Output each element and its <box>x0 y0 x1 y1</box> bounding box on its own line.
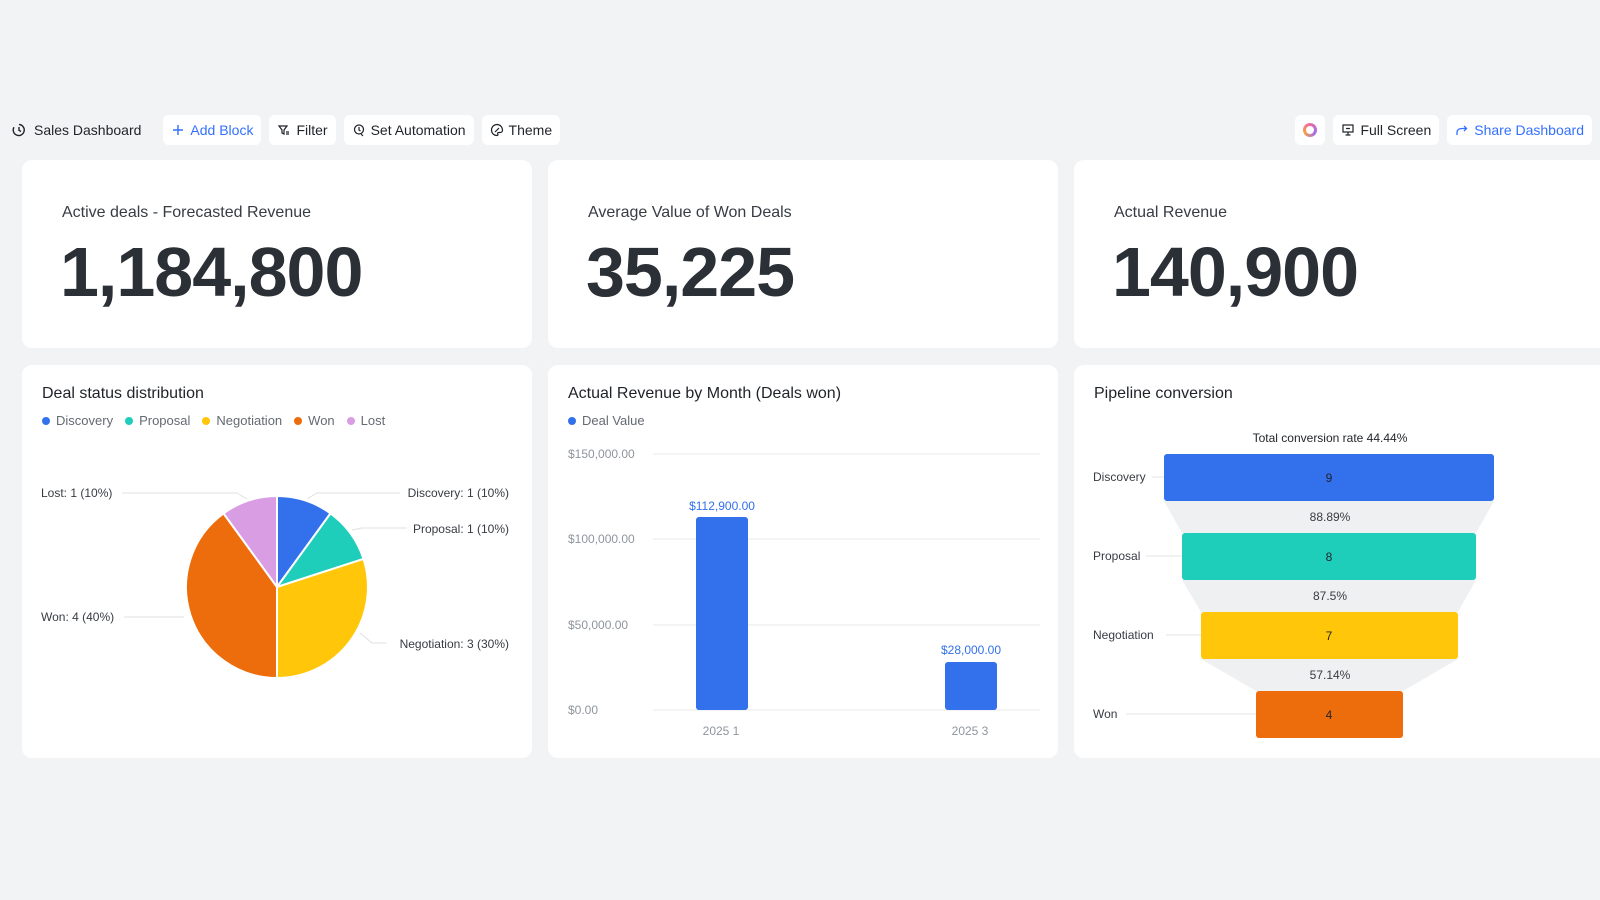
bar-value-label: $28,000.00 <box>941 643 1001 657</box>
legend-dot <box>202 416 211 425</box>
legend-label: Proposal <box>139 413 191 428</box>
theme-label: Theme <box>508 122 553 138</box>
palette-icon <box>490 123 503 137</box>
legend-dot <box>42 416 50 425</box>
y-tick: $0.00 <box>568 703 598 717</box>
funnel-stage-proposal[interactable] <box>1182 533 1476 580</box>
add-block-label: Add Block <box>190 122 254 138</box>
kpi-value: 1,184,800 <box>60 233 363 311</box>
funnel-stage-label: Proposal <box>1093 549 1140 563</box>
bar-legend: Deal Value <box>568 413 645 428</box>
legend-item-negotiation[interactable]: Negotiation <box>202 413 282 428</box>
revenue-by-month-chart-card[interactable]: Actual Revenue by Month (Deals won) Deal… <box>548 365 1058 758</box>
pie-label-proposal: Proposal: 1 (10%) <box>413 522 509 536</box>
funnel-value: 7 <box>1326 629 1333 643</box>
funnel-stage-won[interactable] <box>1256 691 1403 738</box>
add-block-button[interactable]: Add Block <box>163 115 262 145</box>
deal-status-chart-card[interactable]: Deal status distribution Discovery Propo… <box>22 365 532 758</box>
filter-icon <box>278 125 290 135</box>
chart-title: Pipeline conversion <box>1094 385 1233 402</box>
y-tick: $50,000.00 <box>568 618 628 632</box>
funnel-stage-label: Negotiation <box>1093 628 1154 642</box>
dashboard-clock-icon <box>12 123 25 137</box>
legend-dot <box>346 416 355 425</box>
legend-item-deal-value[interactable]: Deal Value <box>568 413 645 428</box>
funnel-value: 8 <box>1326 550 1333 564</box>
dashboard-title: Sales Dashboard <box>12 122 155 138</box>
filter-label: Filter <box>296 122 328 138</box>
pie-label-negotiation: Negotiation: 3 (30%) <box>400 637 509 651</box>
bar-value-label: $112,900.00 <box>689 499 755 513</box>
legend-dot <box>125 416 134 425</box>
share-dashboard-button[interactable]: Share Dashboard <box>1447 115 1592 145</box>
conversion-rate: 88.89% <box>1310 510 1351 524</box>
legend-item-won[interactable]: Won <box>294 413 335 428</box>
y-tick: $100,000.00 <box>568 532 635 546</box>
kpi-label: Actual Revenue <box>1114 204 1227 221</box>
legend-dot <box>294 416 303 425</box>
legend-label: Discovery <box>56 413 114 428</box>
pie-chart: Discovery: 1 (10%) Proposal: 1 (10%) Neg… <box>41 486 509 679</box>
plus-icon <box>173 125 184 135</box>
conversion-rate: 57.14% <box>1310 668 1351 682</box>
funnel-stage-negotiation[interactable] <box>1201 612 1458 659</box>
bar-chart: $150,000.00 $100,000.00 $50,000.00 $0.00… <box>568 447 1040 738</box>
funnel-stage-label: Discovery <box>1093 470 1146 484</box>
share-dashboard-label: Share Dashboard <box>1474 122 1584 138</box>
set-automation-button[interactable]: Set Automation <box>343 115 474 145</box>
total-conversion-rate: Total conversion rate 44.44% <box>1253 431 1408 445</box>
legend-label: Deal Value <box>582 413 645 428</box>
funnel-stage-label: Won <box>1093 707 1117 721</box>
kpi-label: Average Value of Won Deals <box>588 204 792 221</box>
legend-item-proposal[interactable]: Proposal <box>125 413 190 428</box>
ai-assistant-button[interactable] <box>1295 115 1326 145</box>
pie-legend: Discovery Proposal Negotiation Won Lost <box>42 413 385 428</box>
dashboard-title-text: Sales Dashboard <box>34 122 142 138</box>
pie-slice-lost[interactable] <box>222 495 278 588</box>
funnel-value: 9 <box>1326 471 1333 485</box>
x-tick: 2025 1 <box>703 724 740 738</box>
kpi-value: 140,900 <box>1112 233 1359 311</box>
legend-dot <box>568 416 576 425</box>
presentation-icon <box>1342 124 1355 136</box>
share-icon <box>1456 125 1468 135</box>
automation-icon <box>353 124 364 137</box>
legend-label: Negotiation <box>216 413 283 428</box>
conversion-rate: 87.5% <box>1313 589 1347 603</box>
kpi-card-forecasted-revenue[interactable]: Active deals - Forecasted Revenue 1,184,… <box>22 160 532 348</box>
full-screen-label: Full Screen <box>1360 122 1432 138</box>
pipeline-conversion-chart-card[interactable]: Pipeline conversion Total conversion rat… <box>1074 365 1600 758</box>
y-tick: $150,000.00 <box>568 447 635 461</box>
kpi-card-average-won-value[interactable]: Average Value of Won Deals 35,225 <box>548 160 1058 348</box>
funnel-value: 4 <box>1326 708 1333 722</box>
kpi-label: Active deals - Forecasted Revenue <box>62 204 312 221</box>
pie-label-won: Won: 4 (40%) <box>41 610 114 624</box>
funnel-stage-discovery[interactable] <box>1164 454 1494 501</box>
legend-item-lost[interactable]: Lost <box>346 413 386 428</box>
theme-button[interactable]: Theme <box>481 115 561 145</box>
chart-title: Actual Revenue by Month (Deals won) <box>568 385 842 402</box>
dashboard-toolbar: Sales Dashboard Add Block Filter Set Aut… <box>0 114 1600 146</box>
pie-label-discovery: Discovery: 1 (10%) <box>408 486 509 500</box>
pie-slice-negotiation[interactable] <box>276 557 369 679</box>
funnel-chart: Total conversion rate 44.44% 88.89% 87.5… <box>1093 431 1494 738</box>
bar-2025-1[interactable] <box>696 517 748 710</box>
bar-2025-3[interactable] <box>945 662 997 710</box>
legend-label: Won <box>308 413 335 428</box>
full-screen-button[interactable]: Full Screen <box>1333 115 1440 145</box>
chart-title: Deal status distribution <box>42 385 204 402</box>
set-automation-label: Set Automation <box>370 122 466 138</box>
pie-label-lost: Lost: 1 (10%) <box>41 486 112 500</box>
legend-label: Lost <box>360 413 386 428</box>
kpi-card-actual-revenue[interactable]: Actual Revenue 140,900 <box>1074 160 1600 348</box>
ai-ring-icon <box>1303 123 1318 137</box>
filter-button[interactable]: Filter <box>269 115 336 145</box>
x-tick: 2025 3 <box>952 724 989 738</box>
kpi-value: 35,225 <box>586 233 795 311</box>
pie-slice-won[interactable] <box>185 512 278 679</box>
legend-item-discovery[interactable]: Discovery <box>42 413 113 428</box>
